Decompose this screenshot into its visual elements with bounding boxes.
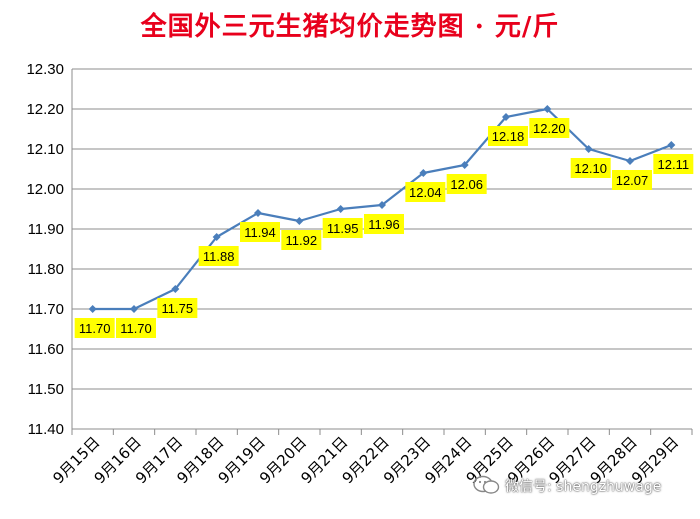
data-point xyxy=(543,105,552,113)
data-label-box xyxy=(116,318,156,338)
data-label-box xyxy=(364,214,404,234)
data-point xyxy=(171,285,180,293)
data-point xyxy=(378,201,386,209)
data-label-box xyxy=(446,174,487,194)
data-label-box xyxy=(157,298,198,318)
y-tick-label: 11.40 xyxy=(28,421,64,438)
data-point xyxy=(295,217,304,225)
data-point xyxy=(336,205,345,213)
data-label: 12.20 xyxy=(533,121,566,136)
y-tick-label: 11.80 xyxy=(28,261,64,278)
y-tick-label: 12.10 xyxy=(26,141,64,158)
data-point xyxy=(88,305,97,313)
data-label: 12.18 xyxy=(492,129,525,144)
plot-area xyxy=(72,69,692,429)
data-label-box xyxy=(198,246,239,266)
data-label-box xyxy=(529,118,570,138)
data-label-box xyxy=(240,222,280,242)
data-point xyxy=(502,113,510,121)
data-label: 11.88 xyxy=(203,249,235,264)
data-label: 11.95 xyxy=(327,221,359,236)
data-label-box xyxy=(653,154,694,174)
data-label: 12.10 xyxy=(574,161,607,176)
data-label: 12.06 xyxy=(450,177,483,192)
data-label-box xyxy=(488,126,528,146)
wechat-icon xyxy=(473,475,500,494)
data-label: 12.11 xyxy=(658,157,690,172)
y-tick-label: 12.20 xyxy=(26,101,64,118)
data-point xyxy=(667,141,676,149)
y-tick-label: 11.90 xyxy=(28,221,64,238)
data-point xyxy=(584,145,593,153)
data-label: 11.70 xyxy=(120,321,152,336)
data-point xyxy=(254,209,262,217)
watermark-text: 微信号: shengzhuwage xyxy=(505,479,662,495)
data-point xyxy=(626,157,634,165)
data-label-box xyxy=(612,170,652,190)
data-label-box xyxy=(570,158,611,178)
data-label: 11.75 xyxy=(162,301,194,316)
data-point xyxy=(130,305,138,313)
data-label: 12.04 xyxy=(409,185,442,200)
data-label: 11.96 xyxy=(368,217,400,232)
data-label-box xyxy=(281,230,322,250)
y-tick-label: 11.70 xyxy=(28,301,64,318)
data-point xyxy=(460,161,469,169)
data-label: 11.94 xyxy=(244,225,276,240)
data-label: 11.70 xyxy=(79,321,111,336)
data-label-box xyxy=(322,218,363,238)
y-tick-label: 11.50 xyxy=(28,381,64,398)
data-label-box xyxy=(74,318,115,338)
data-label-box xyxy=(405,182,446,202)
y-tick-label: 12.00 xyxy=(26,181,64,198)
data-label: 11.92 xyxy=(286,233,318,248)
y-tick-label: 11.60 xyxy=(28,341,64,358)
y-tick-label: 12.30 xyxy=(26,61,64,78)
data-point xyxy=(419,169,428,177)
data-label: 12.07 xyxy=(616,173,649,188)
chart-title: 全国外三元生猪均价走势图 · 元/斤 xyxy=(140,12,560,42)
data-point xyxy=(212,233,221,241)
